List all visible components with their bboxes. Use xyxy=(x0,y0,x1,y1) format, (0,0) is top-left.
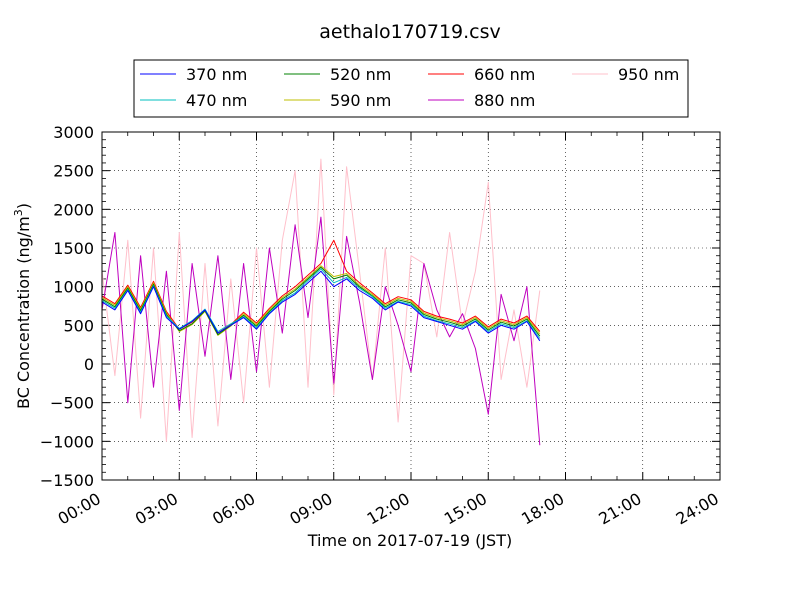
y-tick-label: 1000 xyxy=(53,278,94,297)
y-tick-label: 500 xyxy=(63,316,94,335)
series-line-370-nm xyxy=(102,270,541,342)
legend-box xyxy=(133,59,689,118)
x-tick-label: 09:00 xyxy=(286,489,335,529)
y-tick-label: −1500 xyxy=(40,471,94,490)
plot-border xyxy=(101,131,721,481)
series-line-470-nm xyxy=(102,268,541,339)
y-tick-labels: −1500 −1000 −500 0 500 1000 1500 2000 2500 3000 xyxy=(40,123,94,490)
legend-label: 470 nm xyxy=(186,91,247,110)
y-tick-label: 2000 xyxy=(53,200,94,219)
y-axis-label-end: ) xyxy=(14,203,33,209)
y-axis-label-superscript: 3 xyxy=(12,209,25,216)
x-tick-label: 15:00 xyxy=(441,489,490,529)
legend-label: 660 nm xyxy=(474,65,535,84)
x-axis-label: Time on 2017-07-19 (JST) xyxy=(307,531,512,550)
x-tick-label: 21:00 xyxy=(595,489,644,529)
y-tick-label: 3000 xyxy=(53,123,94,142)
y-tick-label: −1000 xyxy=(40,432,94,451)
y-axis-label: BC Concentration (ng/m3) xyxy=(12,203,33,409)
series-line-660-nm xyxy=(102,239,541,334)
x-tick-label: 18:00 xyxy=(518,489,567,529)
legend-label: 880 nm xyxy=(474,91,535,110)
legend-label: 590 nm xyxy=(330,91,391,110)
legend-label: 950 nm xyxy=(618,65,679,84)
series-line-950-nm xyxy=(102,158,541,442)
y-tick-label: 0 xyxy=(84,355,94,374)
legend-label: 370 nm xyxy=(186,65,247,84)
x-tick-label: 24:00 xyxy=(673,489,722,529)
data-series xyxy=(102,158,541,446)
legend-label: 520 nm xyxy=(330,65,391,84)
x-tick-labels: 00:00 03:00 06:00 09:00 12:00 15:00 18:00 21:00… xyxy=(55,489,722,529)
x-tick-label: 00:00 xyxy=(55,489,104,529)
x-tick-label: 03:00 xyxy=(132,489,181,529)
chart-title: aethalo170719.csv xyxy=(319,21,501,43)
y-tick-label: 1500 xyxy=(53,239,94,258)
y-axis-label-main: BC Concentration (ng/m xyxy=(14,216,33,409)
y-tick-label: 2500 xyxy=(53,162,94,181)
axis-ticks xyxy=(101,131,721,481)
x-tick-label: 06:00 xyxy=(209,489,258,529)
plot-area xyxy=(101,131,721,481)
x-tick-label: 12:00 xyxy=(364,489,413,529)
legend: 370 nm 470 nm 520 nm 590 nm 660 nm 880 nm 950 … xyxy=(133,59,689,118)
y-tick-label: −500 xyxy=(50,394,94,413)
